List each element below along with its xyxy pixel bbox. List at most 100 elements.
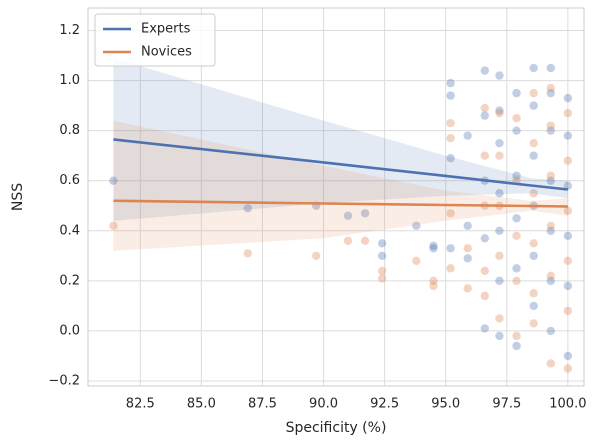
point — [546, 63, 555, 73]
confidence-band — [113, 58, 568, 221]
point — [480, 324, 489, 333]
point — [463, 284, 472, 293]
point — [495, 108, 504, 118]
y-tick-label: 0.8 — [59, 123, 80, 138]
x-tick-label: 95.0 — [431, 397, 460, 412]
point — [343, 211, 353, 220]
y-axis-label: NSS — [10, 183, 26, 211]
point — [429, 276, 438, 286]
point — [563, 256, 573, 266]
point — [546, 221, 555, 230]
x-tick-label: 90.0 — [309, 397, 338, 412]
point — [446, 118, 455, 128]
point — [429, 244, 438, 253]
point — [377, 239, 387, 248]
point — [512, 126, 521, 135]
point — [495, 106, 504, 115]
point — [563, 306, 573, 316]
point — [377, 266, 387, 276]
y-tick-label: −0.2 — [48, 373, 80, 388]
point — [463, 244, 472, 253]
plot-frame — [87, 7, 585, 387]
point — [446, 91, 455, 100]
point — [563, 231, 573, 241]
point — [529, 289, 538, 298]
point — [546, 271, 555, 281]
point — [480, 151, 489, 160]
point — [495, 251, 504, 261]
legend-label: Novices — [141, 45, 192, 60]
point — [563, 364, 573, 373]
point — [495, 71, 504, 80]
point — [546, 88, 555, 98]
fit-line — [113, 138, 569, 191]
point — [480, 291, 489, 301]
point — [512, 341, 521, 351]
x-tick-label: 82.5 — [126, 397, 155, 412]
point — [529, 151, 538, 160]
point — [446, 264, 455, 273]
x-tick-label: 85.0 — [187, 397, 216, 412]
legend-label: Experts — [141, 22, 191, 37]
point — [377, 251, 387, 261]
x-tick-label: 100.0 — [549, 397, 586, 412]
point — [512, 113, 521, 123]
point — [546, 126, 555, 135]
point — [563, 108, 573, 118]
point — [243, 204, 252, 213]
point — [563, 93, 573, 103]
point — [495, 151, 504, 160]
point — [529, 319, 538, 328]
point — [429, 241, 438, 251]
x-axis-label: Specificity (%) — [286, 420, 387, 436]
point — [546, 326, 555, 336]
point — [446, 78, 455, 88]
point — [446, 153, 455, 163]
point — [563, 181, 573, 190]
y-tick-label: 1.2 — [59, 23, 80, 38]
point — [480, 66, 489, 75]
y-tick-label: 0.0 — [59, 323, 80, 338]
point — [529, 63, 538, 73]
point — [495, 189, 504, 198]
point — [412, 256, 421, 266]
point — [512, 264, 521, 273]
point — [360, 209, 370, 218]
point — [377, 274, 387, 283]
point — [512, 231, 521, 241]
point — [495, 138, 504, 148]
point — [480, 111, 489, 120]
point — [243, 249, 252, 258]
point — [546, 121, 555, 130]
point — [463, 131, 472, 140]
confidence-band — [113, 120, 568, 251]
point — [495, 226, 504, 235]
x-tick-label: 92.5 — [370, 397, 399, 412]
point — [429, 281, 438, 291]
point — [546, 171, 555, 180]
point — [463, 221, 472, 230]
point — [546, 226, 555, 235]
point — [563, 351, 573, 361]
point — [312, 251, 321, 261]
x-tick-label: 97.5 — [492, 397, 521, 412]
point — [546, 176, 555, 185]
point — [480, 266, 489, 276]
point — [512, 171, 521, 180]
point — [546, 83, 555, 93]
point — [495, 276, 504, 286]
y-tick-label: 0.6 — [59, 173, 80, 188]
point — [529, 189, 538, 198]
point — [563, 156, 573, 165]
point — [529, 101, 538, 110]
point — [529, 251, 538, 261]
point — [563, 206, 573, 215]
point — [463, 254, 472, 263]
x-tick-label: 87.5 — [248, 397, 277, 412]
point — [529, 138, 538, 148]
point — [563, 131, 573, 140]
point — [529, 239, 538, 248]
point — [109, 176, 118, 185]
point — [495, 314, 504, 323]
